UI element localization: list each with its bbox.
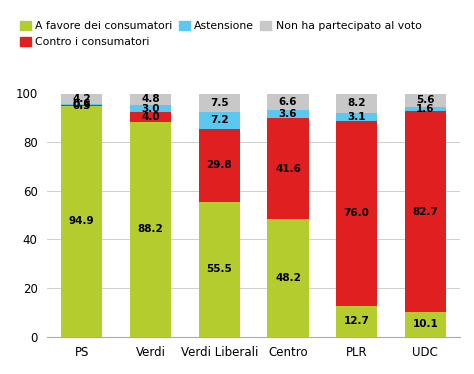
Bar [199,202,240,337]
Text: 4.0: 4.0 [141,112,160,122]
Text: 3.6: 3.6 [279,109,297,119]
Bar [130,122,171,337]
Text: 94.9: 94.9 [69,216,95,226]
Text: 3.1: 3.1 [347,112,366,122]
Text: 1.6: 1.6 [416,104,435,114]
Text: 76.0: 76.0 [344,208,370,218]
Text: 55.5: 55.5 [206,264,232,274]
Bar [267,110,309,118]
Bar [336,121,377,306]
Bar [199,94,240,112]
Text: 7.2: 7.2 [210,116,228,126]
Bar [405,107,446,111]
Bar [61,106,102,337]
Bar [61,104,102,105]
Bar [336,306,377,337]
Bar [199,129,240,202]
Bar [130,105,171,113]
Text: 3.0: 3.0 [141,104,160,114]
Text: 88.2: 88.2 [137,224,164,234]
Text: 48.2: 48.2 [275,273,301,283]
Bar [267,94,309,110]
Legend: A favore dei consumatori, Contro i consumatori, Astensione, Non ha partecipato a: A favore dei consumatori, Contro i consu… [20,21,421,47]
Text: 29.8: 29.8 [206,160,232,171]
Text: 4.2: 4.2 [73,94,91,104]
Bar [130,113,171,122]
Text: 6.6: 6.6 [279,96,297,107]
Bar [61,105,102,106]
Text: 12.7: 12.7 [344,316,370,326]
Bar [199,112,240,129]
Bar [267,118,309,220]
Bar [267,220,309,337]
Text: 10.1: 10.1 [412,319,438,329]
Text: 82.7: 82.7 [412,206,438,217]
Text: 0.3: 0.3 [73,101,91,111]
Text: 4.8: 4.8 [141,94,160,104]
Bar [405,312,446,337]
Bar [130,94,171,105]
Text: 0.6: 0.6 [73,99,91,110]
Text: 7.5: 7.5 [210,98,228,108]
Bar [405,94,446,107]
Text: 41.6: 41.6 [275,164,301,174]
Text: 5.6: 5.6 [416,95,435,105]
Bar [336,113,377,121]
Text: 8.2: 8.2 [347,98,366,108]
Bar [61,94,102,104]
Bar [336,94,377,113]
Bar [405,111,446,312]
